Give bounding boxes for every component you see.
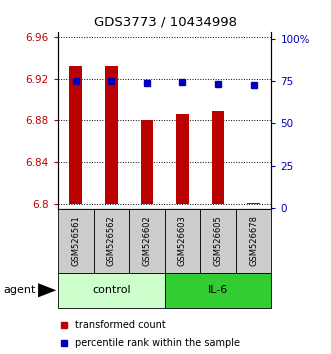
Text: agent: agent — [3, 285, 36, 295]
Bar — [70, 66, 82, 204]
Bar — [58, 273, 165, 308]
Text: GSM526603: GSM526603 — [178, 215, 187, 266]
Bar — [236, 209, 271, 273]
Text: transformed count: transformed count — [75, 320, 166, 330]
Text: GSM526605: GSM526605 — [213, 215, 222, 266]
Bar — [212, 111, 224, 204]
Bar — [58, 209, 93, 273]
Text: GSM526561: GSM526561 — [71, 215, 80, 266]
Bar — [165, 273, 271, 308]
Text: IL-6: IL-6 — [208, 285, 228, 295]
Bar — [176, 114, 189, 204]
Text: GSM526678: GSM526678 — [249, 215, 258, 266]
Bar — [200, 209, 236, 273]
Text: GSM526562: GSM526562 — [107, 215, 116, 266]
Bar — [93, 209, 129, 273]
Text: control: control — [92, 285, 131, 295]
Text: GDS3773 / 10434998: GDS3773 / 10434998 — [94, 16, 237, 29]
Polygon shape — [38, 283, 56, 297]
Text: GSM526602: GSM526602 — [142, 215, 151, 266]
Bar — [247, 202, 260, 204]
Bar — [141, 120, 153, 204]
Text: percentile rank within the sample: percentile rank within the sample — [75, 338, 240, 348]
Bar — [129, 209, 165, 273]
Bar — [165, 209, 200, 273]
Bar — [105, 66, 118, 204]
